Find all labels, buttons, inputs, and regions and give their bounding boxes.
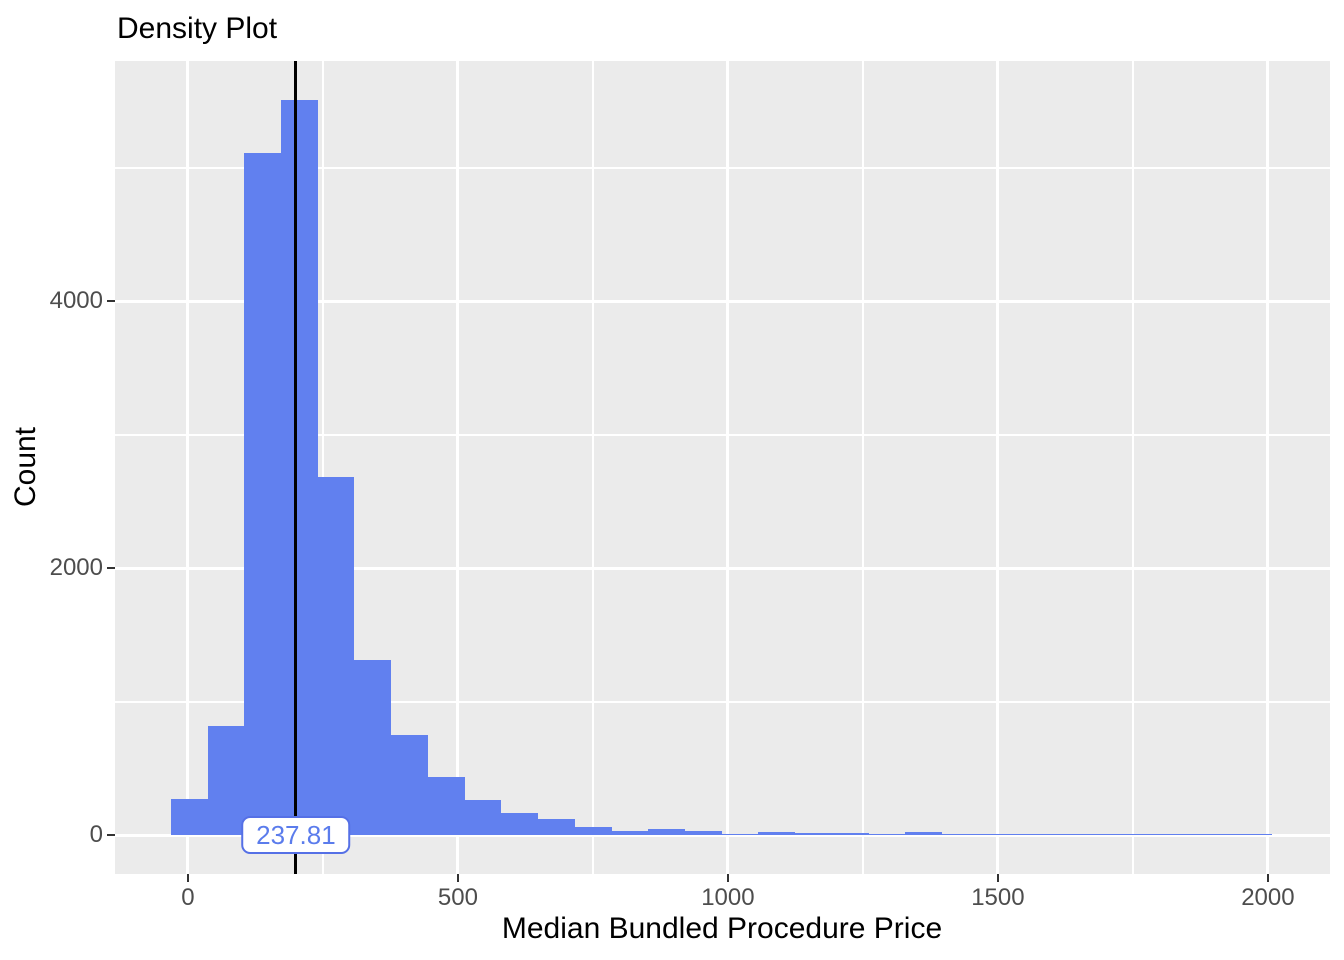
histogram-bar bbox=[721, 834, 759, 836]
plot-title: Density Plot bbox=[117, 12, 278, 45]
gridline-x-major bbox=[186, 61, 190, 874]
gridline-y-major bbox=[115, 299, 1330, 303]
histogram-bar bbox=[1235, 833, 1273, 836]
histogram-bar bbox=[942, 833, 979, 836]
plot-panel: 237.81 bbox=[115, 61, 1330, 874]
histogram-bar bbox=[1015, 833, 1053, 836]
y-tick-label: 2000 bbox=[49, 554, 103, 582]
y-tick-mark bbox=[107, 834, 115, 837]
gridline-y-minor bbox=[115, 167, 1330, 169]
histogram-bar bbox=[170, 799, 208, 836]
histogram-bar bbox=[427, 777, 465, 836]
gridline-x-minor bbox=[862, 61, 864, 874]
x-tick-label: 1500 bbox=[971, 884, 1025, 911]
histogram-bar bbox=[391, 735, 428, 836]
gridline-x-major bbox=[456, 61, 460, 874]
gridline-y-minor bbox=[115, 434, 1330, 436]
gridline-x-minor bbox=[1132, 61, 1134, 874]
histogram-bar bbox=[648, 829, 685, 836]
histogram-bar bbox=[281, 99, 318, 836]
gridline-y-minor bbox=[115, 701, 1330, 703]
median-vline bbox=[294, 61, 298, 874]
histogram-bar bbox=[574, 827, 612, 836]
histogram-bar bbox=[538, 819, 575, 836]
x-tick-mark bbox=[1266, 874, 1269, 882]
histogram-bar bbox=[1199, 833, 1236, 836]
histogram-bar bbox=[1052, 833, 1089, 836]
x-tick-mark bbox=[726, 874, 729, 882]
histogram-bar bbox=[978, 833, 1016, 836]
gridline-x-minor bbox=[322, 61, 324, 874]
x-tick-label: 1000 bbox=[701, 884, 755, 911]
x-axis-title: Median Bundled Procedure Price bbox=[501, 912, 943, 945]
gridline-y-major bbox=[115, 833, 1330, 837]
x-tick-label: 0 bbox=[181, 884, 195, 911]
histogram-bar bbox=[758, 831, 796, 836]
y-axis-title: Count bbox=[9, 426, 42, 508]
x-tick-label: 500 bbox=[437, 884, 478, 911]
x-tick-label: 2000 bbox=[1241, 884, 1295, 911]
histogram-bar bbox=[611, 831, 649, 836]
histogram-bar bbox=[501, 813, 539, 836]
y-tick-mark bbox=[107, 300, 115, 303]
histogram-bar bbox=[464, 800, 502, 836]
histogram-bar bbox=[244, 153, 282, 836]
histogram-bar bbox=[684, 831, 722, 836]
gridline-x-minor bbox=[592, 61, 594, 874]
histogram-bar bbox=[1162, 833, 1200, 836]
histogram-bar bbox=[354, 659, 392, 836]
median-label: 237.81 bbox=[241, 816, 351, 855]
gridline-x-major bbox=[1266, 61, 1270, 874]
gridline-y-major bbox=[115, 566, 1330, 570]
histogram-bar bbox=[207, 725, 245, 836]
histogram-bar bbox=[831, 832, 869, 836]
x-tick-mark bbox=[186, 874, 189, 882]
histogram-bar bbox=[1125, 833, 1163, 836]
histogram-bar bbox=[868, 834, 906, 836]
histogram-bar bbox=[795, 832, 832, 836]
histogram-bar bbox=[905, 832, 942, 836]
histogram-bar bbox=[1088, 833, 1126, 836]
x-tick-mark bbox=[996, 874, 999, 882]
gridline-x-major bbox=[996, 61, 1000, 874]
x-tick-mark bbox=[456, 874, 459, 882]
histogram-bar bbox=[317, 476, 355, 836]
y-tick-label: 4000 bbox=[49, 287, 103, 315]
y-tick-mark bbox=[107, 567, 115, 570]
y-tick-label: 0 bbox=[89, 821, 103, 849]
gridline-x-major bbox=[726, 61, 730, 874]
